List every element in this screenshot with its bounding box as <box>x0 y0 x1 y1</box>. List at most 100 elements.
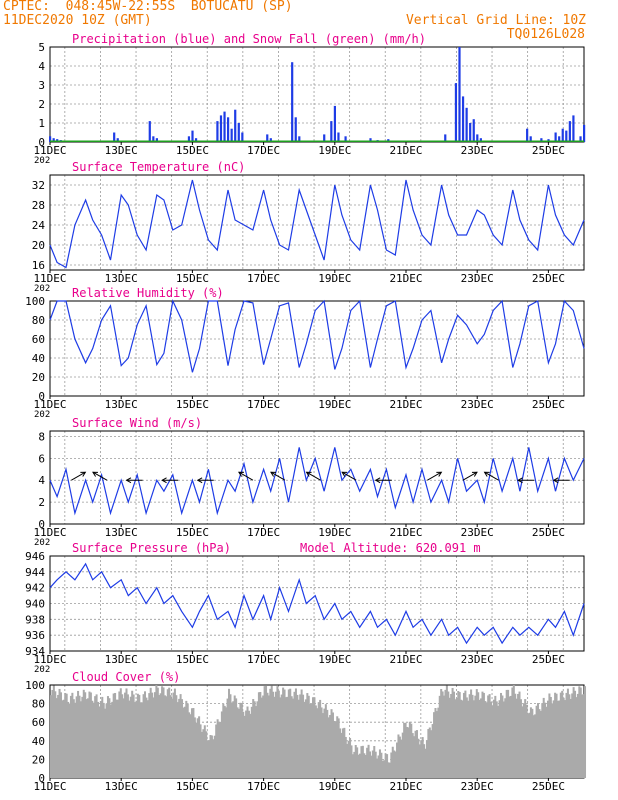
cloud-bar <box>179 694 182 778</box>
cloud-bar <box>81 696 84 778</box>
y-tick-label: 60 <box>32 716 45 729</box>
cloud-bar <box>115 699 118 778</box>
cloud-bar <box>440 689 443 778</box>
cloud-bar <box>551 703 554 778</box>
cloud-bar <box>474 695 477 778</box>
cloud-bar <box>470 689 473 778</box>
cloud-bar <box>370 755 373 778</box>
cloud-bar <box>67 701 70 778</box>
x-tick-label: 23DEC <box>461 144 494 157</box>
cloud-bar <box>186 703 189 778</box>
cloud-bar <box>182 707 185 778</box>
cloud-bar <box>151 692 154 778</box>
cloud-bar <box>212 739 215 778</box>
cloud-bar <box>72 699 75 778</box>
cloud-bar <box>334 721 337 778</box>
x-tick-label: 21DEC <box>389 398 422 411</box>
precip-bar <box>454 83 458 142</box>
cloud-bar <box>134 702 137 778</box>
panel-title: Relative Humidity (%) <box>72 286 224 300</box>
cloud-bar <box>243 715 246 778</box>
cloud-bar <box>320 707 323 778</box>
cloud-bar <box>256 701 259 778</box>
cloud-bar <box>471 694 474 778</box>
x-tick-label: 23DEC <box>461 398 494 411</box>
precip-bar <box>227 117 230 142</box>
cloud-bar <box>198 716 201 778</box>
cloud-bar <box>64 692 67 778</box>
cloud-bar <box>50 695 53 778</box>
cloud-bar <box>349 738 352 778</box>
wind-arrow-head <box>196 477 203 484</box>
cloud-bar <box>118 691 121 778</box>
x-tick-label: 25DEC <box>532 653 565 666</box>
cloud-bar <box>390 752 393 778</box>
cloud-bar <box>321 713 325 778</box>
y-tick-label: 60 <box>32 333 45 346</box>
cloud-bar <box>477 692 480 778</box>
cloud-bar <box>502 701 505 778</box>
x-tick-label: 21DEC <box>389 653 422 666</box>
cloud-bar <box>61 700 64 778</box>
cloud-bar <box>153 692 156 778</box>
precip-bar <box>49 136 52 142</box>
cloud-bar <box>280 694 283 778</box>
cloud-bar <box>468 694 471 778</box>
precip-bar <box>269 138 272 142</box>
precip-bar <box>444 134 447 142</box>
cloud-bar <box>571 693 574 778</box>
cloud-bar <box>562 697 565 778</box>
x-tick-label: 17DEC <box>247 780 280 793</box>
cloud-bar <box>437 707 440 778</box>
y-tick-label: 80 <box>32 698 45 711</box>
cloud-bar <box>448 697 451 778</box>
cloud-bar <box>350 745 353 778</box>
cloud-bar <box>508 696 511 778</box>
precip-bar <box>369 138 372 142</box>
wind-arrow-head <box>552 477 559 484</box>
y-tick-label: 3 <box>38 79 45 92</box>
cloud-bar <box>235 698 238 778</box>
cloud-bar <box>485 702 488 778</box>
cloud-bar <box>356 747 359 778</box>
y-tick-label: 40 <box>32 735 45 748</box>
cloud-bar <box>202 729 205 778</box>
cloud-bar <box>511 687 514 778</box>
cloud-bar <box>431 724 434 778</box>
cloud-bar <box>415 730 418 778</box>
precip-bar <box>323 134 326 142</box>
precip-bar <box>458 47 461 142</box>
precip-bar <box>294 117 297 142</box>
cloud-bar <box>574 690 577 778</box>
y-tick-label: 8 <box>38 430 45 443</box>
cloud-bar <box>195 722 198 778</box>
precip-bar <box>465 107 468 142</box>
cloud-bar <box>428 727 431 778</box>
wind-arrow-head <box>341 471 348 477</box>
cloud-bar <box>566 688 569 778</box>
cloud-bar <box>427 729 430 778</box>
cloud-bar <box>417 738 420 778</box>
cloud-bar <box>316 708 319 778</box>
cloud-bar <box>363 753 366 778</box>
cloud-bar <box>250 706 253 778</box>
cloud-bar <box>364 754 367 778</box>
precip-bar <box>116 138 119 142</box>
cloud-bar <box>108 698 111 778</box>
cloud-bar <box>521 706 524 778</box>
cloud-bar <box>487 695 490 778</box>
wind-arrow-head <box>270 471 276 477</box>
precip-bar <box>237 123 240 142</box>
y-tick-label: 4 <box>38 474 45 487</box>
cloud-bar <box>208 740 211 778</box>
cloud-bar <box>524 699 527 778</box>
x-tick-label: 13DEC <box>105 272 138 285</box>
cloud-bar <box>59 692 62 778</box>
cloud-bar <box>159 693 162 778</box>
wind-arrow-head <box>374 477 381 484</box>
y-tick-label: 946 <box>25 550 45 563</box>
wind-arrow <box>92 471 108 481</box>
cloud-bar <box>128 700 131 778</box>
cloud-bar <box>443 695 446 778</box>
cloud-bar <box>354 744 357 778</box>
